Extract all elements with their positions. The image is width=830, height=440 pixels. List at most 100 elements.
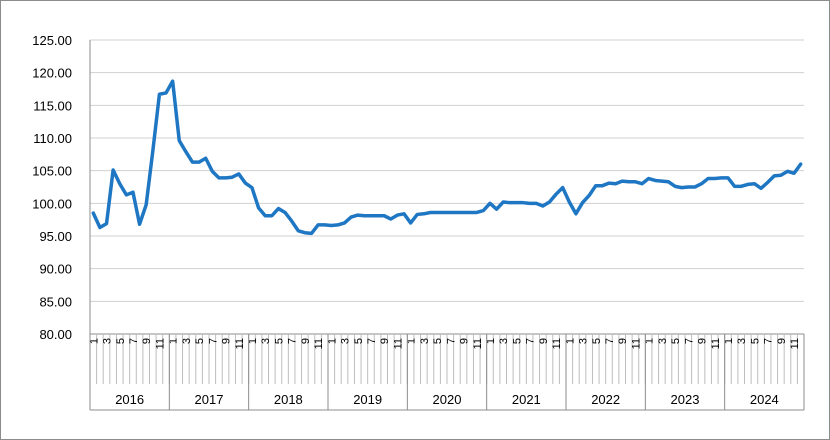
data-point [323,223,326,226]
data-point [594,184,597,187]
data-point [356,214,359,217]
data-point [680,186,683,189]
month-tick-label: 11 [472,338,484,349]
data-point [773,174,776,177]
data-point [621,180,624,183]
month-tick-label: 5 [115,338,127,344]
data-point [588,194,591,197]
data-point [561,186,564,189]
data-point [171,80,174,83]
data-point [654,179,657,182]
month-tick-label: 7 [207,338,219,344]
data-point [707,177,710,180]
data-point [475,211,478,214]
data-point [317,223,320,226]
data-point [211,170,214,173]
month-tick-label: 11 [392,338,404,349]
series-layer [91,79,803,236]
data-point [793,172,796,175]
data-point [581,201,584,204]
y-axis: 125.00 120.00 115.00 110.00 105.00 100.00 95.0… [32,33,72,342]
month-tick-label: 11 [551,338,563,349]
data-point [442,211,445,214]
data-point [105,222,108,225]
data-point [118,182,121,185]
month-tick-label: 7 [763,338,775,344]
y-tick-label: 115.00 [33,98,72,113]
data-point [733,185,736,188]
data-point [178,139,181,142]
data-point [131,191,134,194]
data-point [383,214,386,217]
month-tick-label: 3 [340,338,352,344]
data-point [376,214,379,217]
data-point [409,221,412,224]
year-label: 2022 [591,392,620,407]
y-tick-label: 90.00 [39,262,72,277]
data-point [508,201,511,204]
data-point [310,232,313,235]
data-point [98,226,101,229]
data-point [198,161,201,164]
month-tick-label: 1 [168,338,180,344]
data-point [753,182,756,185]
data-point [369,214,372,217]
data-point [641,182,644,185]
data-point [449,211,452,214]
data-point [231,176,234,179]
data-point [522,201,525,204]
x-axis: 1 3 5 7 9 11 1 3 5 7 9 11 1 3 5 7 9 11 1 3 5 7 9 11 1 3 5 7 9 11 1 3 5 7 9… [88,40,805,411]
month-tick-label: 5 [432,338,444,344]
data-point [740,185,743,188]
month-tick-label: 3 [419,338,431,344]
month-tick-label: 5 [353,338,365,344]
data-point [726,176,729,179]
data-point [607,182,610,185]
year-label: 2024 [750,392,779,407]
data-point [416,213,419,216]
data-point [574,212,577,215]
month-tick-label: 3 [657,338,669,344]
data-point [462,211,465,214]
y-tick-label: 110.00 [33,131,72,146]
month-tick-label: 3 [498,338,510,344]
data-point [502,201,505,204]
month-tick-label: 5 [591,338,603,344]
month-tick-label: 7 [604,338,616,344]
year-label: 2021 [512,392,541,407]
y-tick-label: 100.00 [32,196,72,211]
month-tick-label: 5 [670,338,682,344]
data-point [515,201,518,204]
y-tick-label: 120.00 [32,66,72,81]
month-tick-label: 9 [141,338,153,344]
data-point [350,216,353,219]
data-point [436,211,439,214]
data-point [700,182,703,185]
month-tick-label: 3 [736,338,748,344]
data-point [713,177,716,180]
data-point [469,211,472,214]
data-point [786,170,789,173]
month-tick-label: 11 [710,338,722,349]
data-point [264,214,267,217]
month-tick-label: 9 [697,338,709,344]
month-tick-label: 11 [789,338,801,349]
month-tick-label: 5 [273,338,285,344]
data-point [746,183,749,186]
month-tick-label: 5 [194,338,206,344]
month-tick-label: 7 [525,338,537,344]
data-point [766,181,769,184]
month-tick-label: 7 [128,338,140,344]
month-tick-label: 9 [776,338,788,344]
data-point [158,93,161,96]
data-point [396,214,399,217]
data-point [363,214,366,217]
data-point [403,212,406,215]
data-point [614,182,617,185]
data-point [303,231,306,234]
month-tick-label: 1 [326,338,338,344]
data-point [389,218,392,221]
month-tick-label: 1 [485,338,497,344]
data-point [330,224,333,227]
data-point [720,176,723,179]
